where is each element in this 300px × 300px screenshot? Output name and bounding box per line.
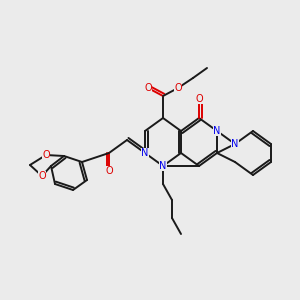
Text: O: O (174, 83, 182, 93)
Text: O: O (195, 94, 203, 104)
Text: O: O (38, 171, 46, 181)
Text: O: O (42, 150, 50, 160)
Text: N: N (213, 126, 221, 136)
Text: N: N (231, 139, 239, 149)
Text: O: O (144, 83, 152, 93)
Text: O: O (105, 166, 113, 176)
Text: N: N (159, 161, 167, 171)
Text: N: N (141, 148, 149, 158)
